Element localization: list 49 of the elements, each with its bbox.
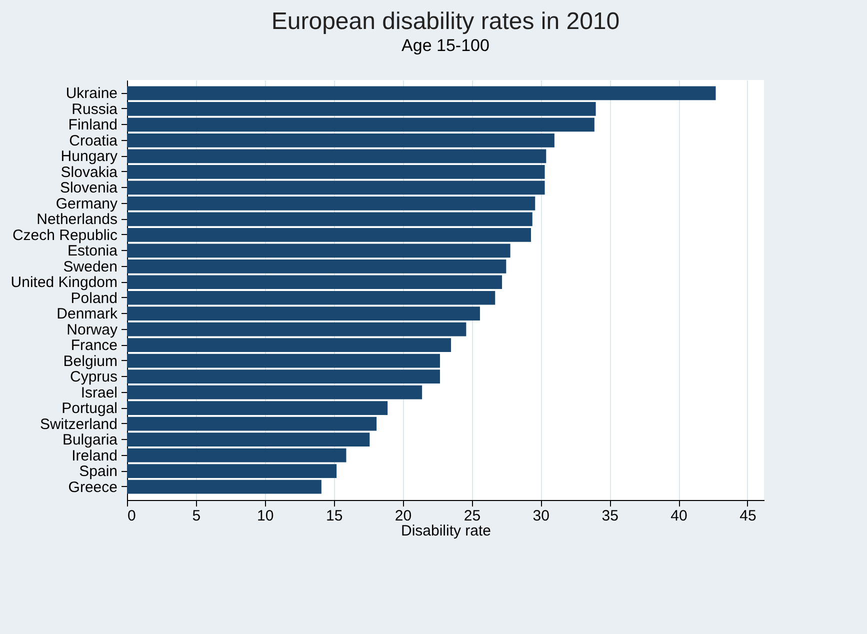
bar (127, 464, 337, 478)
y-tick-label: Ukraine (66, 85, 118, 102)
y-tick-label: Ireland (72, 447, 118, 464)
x-tick-label: 35 (602, 508, 618, 524)
y-tick-label: Spain (79, 463, 118, 480)
y-tick-label: Denmark (56, 306, 118, 323)
y-tick-label: United Kingdom (10, 274, 118, 292)
y-tick-label: Bulgaria (62, 432, 118, 449)
y-tick-label: Finland (68, 116, 118, 134)
y-tick-label: France (70, 337, 118, 354)
x-tick-label: 5 (192, 508, 201, 524)
y-tick-label: Cyprus (70, 368, 118, 386)
y-tick-label: Norway (66, 321, 118, 338)
chart-title: European disability rates in 2010 (271, 8, 620, 35)
bar (127, 134, 554, 148)
y-tick-label: Slovakia (60, 164, 118, 181)
x-tick-label: 15 (326, 508, 343, 524)
y-tick-label: Slovenia (60, 180, 118, 197)
y-tick-label: Israel (80, 384, 118, 402)
x-tick-label: 0 (128, 508, 136, 524)
x-tick-label: 30 (532, 508, 550, 524)
bar (127, 432, 370, 446)
y-tick-label: Portugal (62, 400, 118, 418)
y-tick-label: Hungary (60, 148, 118, 166)
bar (127, 149, 546, 164)
x-tick-label: 40 (670, 508, 688, 524)
y-tick-label: Poland (70, 290, 118, 307)
y-tick-label: Estonia (67, 242, 118, 260)
x-tick-label: 45 (740, 508, 756, 524)
bar (127, 480, 322, 494)
y-tick-label: Netherlands (36, 211, 118, 228)
bar (127, 86, 716, 100)
y-tick-label: Sweden (63, 258, 118, 276)
bar (127, 448, 346, 462)
x-tick-label: 10 (257, 508, 274, 524)
bar (127, 118, 594, 132)
chart-subtitle: Age 15-100 (402, 36, 490, 55)
x-tick-label: 25 (464, 508, 481, 524)
x-tick-label: 20 (394, 508, 412, 524)
y-tick-label: Russia (72, 100, 118, 118)
y-tick-label: Belgium (63, 352, 118, 370)
y-tick-label: Germany (56, 195, 118, 212)
y-tick-label: Greece (68, 478, 118, 496)
y-tick-label: Czech Republic (12, 226, 118, 244)
y-tick-label: Switzerland (40, 416, 118, 433)
bar (127, 102, 596, 116)
bar (127, 416, 377, 431)
x-axis-title: Disability rate (400, 522, 492, 540)
y-tick-label: Croatia (69, 132, 118, 150)
